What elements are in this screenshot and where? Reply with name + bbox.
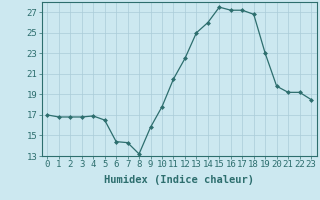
X-axis label: Humidex (Indice chaleur): Humidex (Indice chaleur) <box>104 175 254 185</box>
